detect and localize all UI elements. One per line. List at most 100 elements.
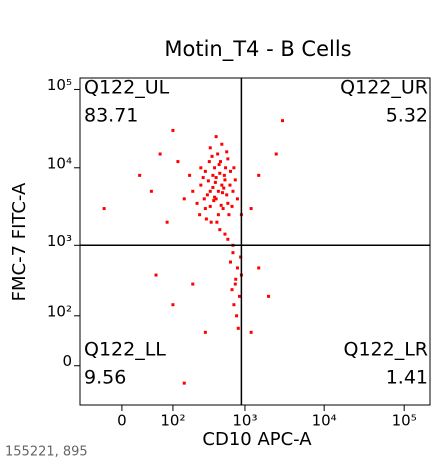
dot [218,228,222,232]
y-tick-label: 10² [47,302,72,320]
dot [165,220,169,224]
dot [236,326,240,330]
quadrant-name: Q122_LL [84,339,166,361]
dot [232,166,236,170]
dot [219,203,223,207]
dot [221,207,225,211]
dot [231,189,235,193]
dot [215,220,219,224]
dot [223,178,227,182]
dot [208,189,212,193]
dot [220,142,224,146]
dot [235,314,239,318]
dot [222,186,226,190]
dot [226,157,230,161]
plot-frame [79,77,431,406]
dot [208,146,212,150]
dot [198,213,202,217]
dot [206,179,210,183]
dot [228,183,232,187]
dot [188,173,192,177]
y-tick-label: 10⁵ [47,76,72,94]
dot [223,232,227,236]
dot [203,169,207,173]
dot [225,150,229,154]
dot [280,119,284,123]
dot [267,294,271,298]
chart-title: Motin_T4 - B Cells [164,37,351,62]
dot [210,154,214,158]
dot [235,197,239,201]
dot [216,213,220,217]
dot [230,204,234,208]
dot [224,166,228,170]
dot [227,213,231,217]
quadrant-name: Q122_LR [343,339,428,361]
x-tick-label: 10² [160,412,185,430]
x-tick-label: 10⁵ [392,412,417,430]
dot [211,173,215,177]
x-tick-label: 10³ [232,412,257,430]
quadrant-name: Q122_UL [84,77,170,99]
dot [208,204,212,208]
y-tick-label: 10⁴ [47,154,72,172]
dot [203,207,207,211]
dot [230,288,234,292]
dot [102,207,106,211]
dot [234,277,238,281]
dot [229,260,233,264]
dot [232,303,236,307]
dot [217,163,221,167]
dot [191,189,195,193]
dot [199,166,203,170]
dot [249,207,253,211]
dot [171,303,175,307]
dot [207,160,211,164]
y-tick-label: 10³ [47,232,72,250]
dot [213,195,217,199]
quadrant-percent: 1.41 [386,367,428,389]
dot [226,237,230,241]
dot [154,273,158,277]
dot [209,220,213,224]
dot [204,217,208,221]
dot [225,193,229,197]
dot [138,173,142,177]
dot [182,381,186,385]
dot [211,185,215,189]
dot [202,197,206,201]
dot [218,171,222,175]
y-tick-label: 0 [62,352,72,370]
x-tick-label: 10⁴ [312,412,337,430]
dot [235,266,239,270]
dot [257,266,261,270]
x-tick-label: 0 [117,412,127,430]
x-axis-label: CD10 APC-A [202,429,312,450]
quadrant-name: Q122_UR [340,77,428,99]
dot [233,282,237,286]
dot [231,251,235,255]
dot [233,178,237,182]
dot [214,197,218,201]
dot [237,294,241,298]
dot [220,191,224,195]
quadrant-percent: 83.71 [84,105,138,127]
dot [229,169,233,173]
dot [216,189,220,193]
dot [171,128,175,132]
dot [216,152,220,156]
dot [213,180,217,184]
dot [158,152,162,156]
dot [149,189,153,193]
dot [205,193,209,197]
dot [214,176,218,180]
quadrant-percent: 9.56 [84,367,126,389]
dot [176,160,180,164]
dot [222,173,226,177]
dot [195,201,199,205]
dot [199,183,203,187]
dot [212,199,216,203]
dot [274,152,278,156]
dot [182,197,186,201]
